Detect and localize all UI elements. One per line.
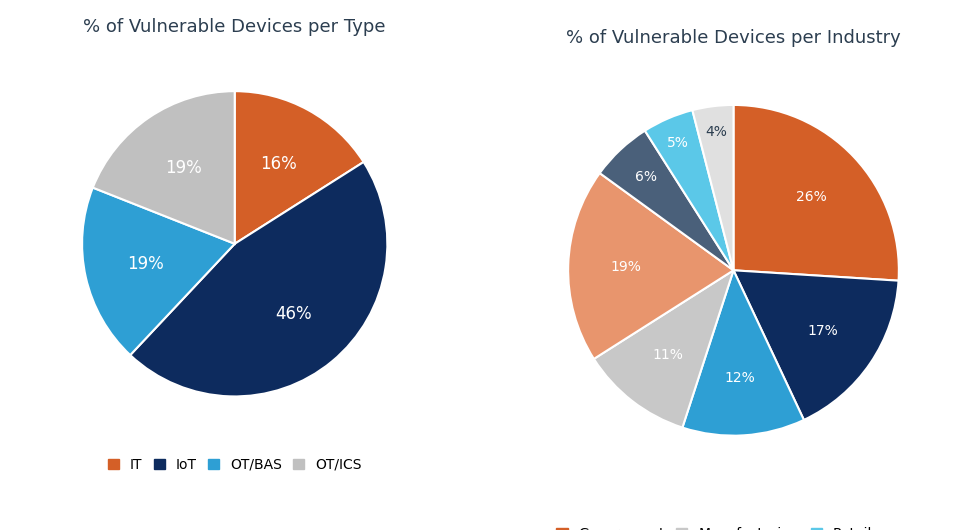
Text: 46%: 46% (275, 305, 311, 323)
Text: 26%: 26% (795, 190, 827, 204)
Wedge shape (682, 270, 803, 436)
Text: 6%: 6% (635, 171, 657, 184)
Text: 19%: 19% (610, 260, 641, 274)
Text: 5%: 5% (666, 136, 689, 150)
Wedge shape (93, 91, 234, 244)
Title: % of Vulnerable Devices per Type: % of Vulnerable Devices per Type (83, 18, 386, 36)
Wedge shape (733, 105, 898, 281)
Legend: IT, IoT, OT/BAS, OT/ICS: IT, IoT, OT/BAS, OT/ICS (102, 452, 367, 477)
Text: 16%: 16% (260, 155, 297, 173)
Wedge shape (733, 270, 898, 420)
Wedge shape (234, 91, 363, 244)
Wedge shape (644, 110, 733, 270)
Wedge shape (599, 131, 733, 270)
Wedge shape (692, 105, 733, 270)
Wedge shape (130, 162, 387, 396)
Text: 19%: 19% (127, 255, 163, 273)
Legend: Government, Healthcare, Services, Manufacturing, Other, Financial, Retail, Techn: Government, Healthcare, Services, Manufa… (550, 522, 915, 530)
Wedge shape (593, 270, 733, 428)
Text: 17%: 17% (806, 324, 837, 338)
Text: 11%: 11% (652, 348, 682, 362)
Wedge shape (568, 173, 733, 359)
Wedge shape (82, 188, 234, 355)
Text: 4%: 4% (704, 126, 726, 139)
Text: 19%: 19% (165, 159, 201, 177)
Text: 12%: 12% (724, 370, 755, 385)
Title: % of Vulnerable Devices per Industry: % of Vulnerable Devices per Industry (566, 29, 900, 47)
